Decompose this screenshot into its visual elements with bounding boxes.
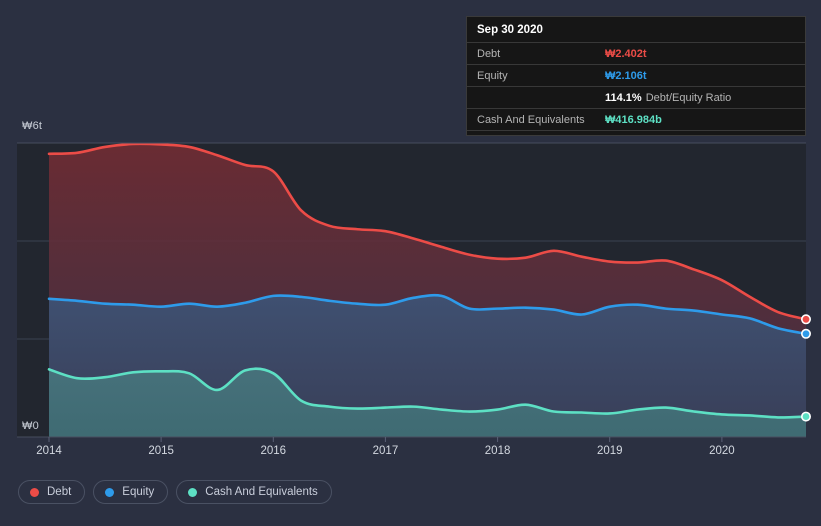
series-line-debt — [47, 143, 806, 321]
tooltip-row-value: ₩416.984b — [605, 113, 662, 126]
tooltip-row: Cash And Equivalents ₩416.984b — [467, 108, 805, 130]
tooltip-row-value: ₩2.402t — [605, 47, 647, 60]
x-axis-tick-2016: 2016 — [260, 445, 287, 457]
chart-legend: Debt Equity Cash And Equivalents — [18, 480, 332, 504]
tooltip-row-value: ₩2.106t — [605, 69, 647, 82]
tooltip-date: Sep 30 2020 — [477, 24, 543, 36]
tooltip-rows: Debt ₩2.402t Equity ₩2.106t 114.1% Debt/Equit… — [467, 42, 805, 130]
tooltip-row-suffix: Debt/Equity Ratio — [645, 91, 732, 104]
legend-color-dot-icon — [30, 487, 39, 497]
tooltip-row: 114.1% Debt/Equity Ratio — [467, 86, 805, 108]
x-axis-tick-2019: 2019 — [596, 445, 623, 457]
legend-item-equity[interactable]: Equity — [93, 480, 169, 504]
tooltip-row-key: Debt — [477, 47, 501, 60]
series-line-equity — [47, 293, 806, 336]
tooltip-row: Equity ₩2.106t — [467, 64, 805, 86]
axis-rules — [17, 142, 806, 442]
series-areas — [49, 143, 806, 437]
x-axis-tick-2014: 2014 — [36, 445, 62, 457]
x-axis-tick-2020: 2020 — [709, 445, 735, 457]
legend-item-label: Equity — [122, 486, 155, 498]
y-axis-label-bottom: ₩0 — [22, 420, 39, 432]
tooltip-row-value: 114.1% Debt/Equity Ratio — [605, 91, 732, 104]
endpoint-marker-debt — [800, 314, 811, 325]
legend-item-label: Debt — [47, 486, 72, 498]
x-axis-tick-2018: 2018 — [484, 445, 511, 457]
x-axis-tick-2017: 2017 — [372, 445, 399, 457]
legend-color-dot-icon — [188, 487, 198, 497]
legend-item-debt[interactable]: Debt — [18, 480, 86, 504]
tooltip-row-key: Equity — [477, 69, 508, 82]
y-axis-label-top: ₩6t — [22, 120, 43, 132]
chart-tooltip: Sep 30 2020 Debt ₩2.402t Equity ₩2.106t 114.… — [466, 16, 806, 136]
tooltip-row: Debt ₩2.402t — [467, 42, 805, 64]
series-area-cash-and-equivalents — [49, 368, 806, 437]
x-axis-tick-2015: 2015 — [148, 445, 174, 457]
endpoint-marker-cash-and-equivalents — [800, 411, 811, 422]
legend-item-label: Cash And Equivalents — [205, 486, 318, 498]
tooltip-row-key: Cash And Equivalents — [477, 113, 585, 126]
legend-color-dot-icon — [105, 487, 115, 497]
endpoint-marker-equity — [800, 328, 811, 339]
legend-item-cash-and-equivalents[interactable]: Cash And Equivalents — [176, 480, 332, 504]
end-point-markers — [800, 314, 811, 422]
tooltip-bottom-rule — [467, 130, 805, 135]
series-lines — [47, 143, 806, 419]
series-line-cash-and-equivalents — [47, 367, 806, 419]
